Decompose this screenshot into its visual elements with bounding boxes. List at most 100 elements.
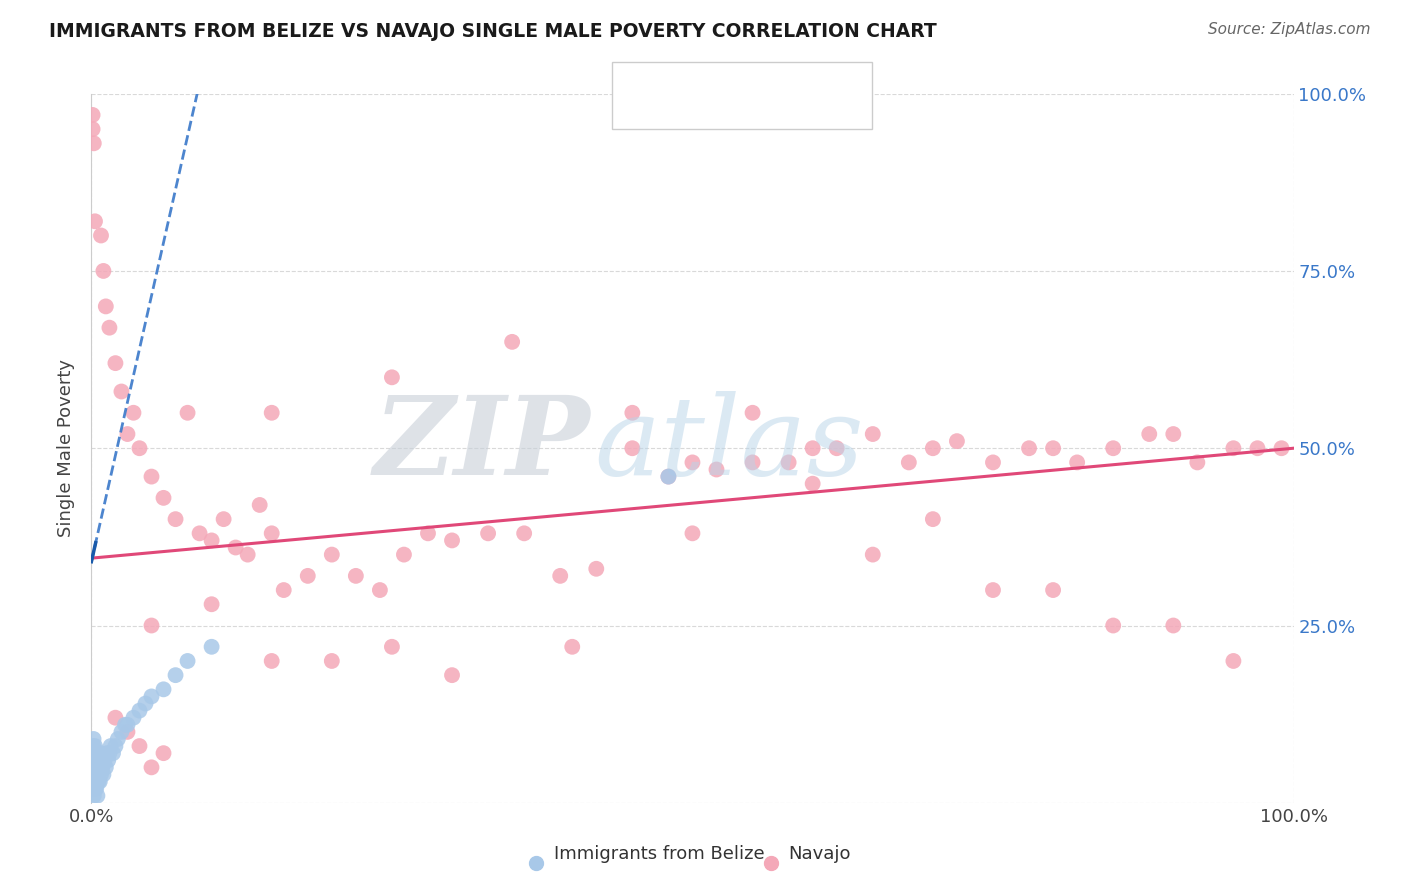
Point [585, 562, 607, 576]
Point [86, 774, 108, 789]
Point [801, 441, 824, 455]
Point [104, 356, 127, 370]
Point [84, 214, 107, 228]
Point [1102, 441, 1125, 455]
Point [897, 455, 920, 469]
Point [1042, 583, 1064, 598]
Point [84, 781, 107, 796]
Point [82, 739, 104, 753]
Point [1246, 441, 1268, 455]
Point [1222, 654, 1244, 668]
Text: atlas: atlas [593, 391, 863, 499]
Point [801, 476, 824, 491]
Point [83, 789, 105, 803]
Point [201, 597, 224, 611]
Point [86, 753, 108, 767]
Point [741, 455, 763, 469]
Point [759, 856, 782, 871]
Point [477, 526, 499, 541]
Text: R = 0.429   N = 55: R = 0.429 N = 55 [655, 73, 825, 91]
Point [176, 406, 198, 420]
Point [176, 654, 198, 668]
Text: R = 0.235   N = 85: R = 0.235 N = 85 [655, 100, 825, 118]
Point [94, 300, 117, 314]
Point [83, 781, 105, 796]
Point [260, 526, 283, 541]
Point [225, 541, 247, 555]
Point [1161, 618, 1184, 632]
Point [381, 370, 404, 384]
Text: Source: ZipAtlas.com: Source: ZipAtlas.com [1208, 22, 1371, 37]
Point [501, 334, 523, 349]
Point [368, 583, 391, 598]
Point [416, 526, 439, 541]
Point [141, 618, 163, 632]
Point [141, 690, 163, 704]
Point [165, 512, 187, 526]
Point [141, 760, 163, 774]
Point [922, 441, 945, 455]
Point [83, 746, 105, 760]
Point [82, 753, 104, 767]
Point [201, 533, 224, 548]
Point [83, 753, 105, 767]
Point [84, 739, 107, 753]
Point [621, 441, 644, 455]
Point [201, 640, 224, 654]
Point [152, 491, 174, 505]
Point [84, 760, 107, 774]
Point [82, 746, 104, 760]
Point [440, 533, 463, 548]
Point [93, 264, 115, 278]
Point [141, 469, 163, 483]
Point [114, 718, 136, 732]
Point [1102, 618, 1125, 632]
Text: ZIP: ZIP [374, 391, 591, 499]
Point [657, 469, 679, 483]
Point [524, 856, 547, 871]
Text: IMMIGRANTS FROM BELIZE VS NAVAJO SINGLE MALE POVERTY CORRELATION CHART: IMMIGRANTS FROM BELIZE VS NAVAJO SINGLE … [49, 22, 936, 41]
Point [117, 427, 139, 442]
Point [260, 654, 283, 668]
Text: Navajo: Navajo [789, 845, 851, 863]
Point [344, 569, 367, 583]
Point [260, 406, 283, 420]
Point [117, 718, 139, 732]
Point [392, 548, 415, 562]
Point [297, 569, 319, 583]
Point [89, 774, 111, 789]
Point [134, 697, 156, 711]
Point [82, 781, 104, 796]
Point [188, 526, 211, 541]
Point [110, 724, 132, 739]
Point [946, 434, 969, 449]
Point [97, 753, 120, 767]
Point [93, 767, 115, 781]
Point [1066, 455, 1088, 469]
Point [825, 441, 848, 455]
Point [981, 455, 1004, 469]
Point [778, 455, 800, 469]
Point [89, 753, 111, 767]
Point [104, 739, 127, 753]
Point [80, 781, 103, 796]
Point [91, 760, 114, 774]
Point [1018, 441, 1040, 455]
Point [236, 548, 259, 562]
Point [101, 746, 124, 760]
Point [84, 781, 107, 796]
Point [90, 746, 112, 760]
Point [706, 462, 728, 476]
Point [86, 746, 108, 760]
Point [83, 731, 105, 746]
Y-axis label: Single Male Poverty: Single Male Poverty [58, 359, 76, 537]
Point [321, 548, 343, 562]
Point [104, 711, 127, 725]
Point [86, 789, 108, 803]
Point [82, 108, 104, 122]
Point [1042, 441, 1064, 455]
Point [128, 704, 150, 718]
Point [212, 512, 235, 526]
Point [82, 760, 104, 774]
Point [94, 760, 117, 774]
